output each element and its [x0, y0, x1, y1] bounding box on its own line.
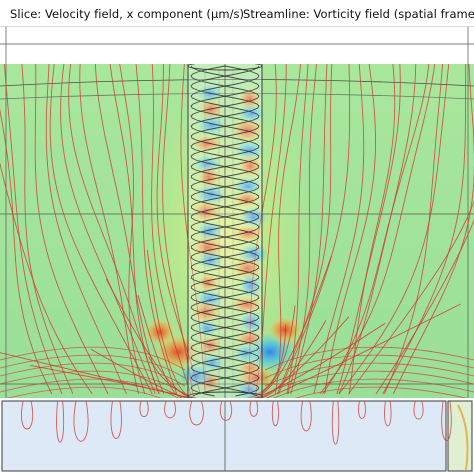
- side-accent: [457, 404, 469, 471]
- streamline: [109, 64, 160, 395]
- warm-spot: [232, 224, 264, 243]
- streamline: [162, 64, 194, 395]
- lower-streamline: [139, 400, 149, 418]
- streamline: [319, 64, 436, 395]
- sweep-streamline: [295, 386, 467, 398]
- lower-streamline: [73, 400, 89, 442]
- upper-domain: [0, 27, 474, 64]
- sweep-streamline: [0, 354, 186, 379]
- lower-streamline: [271, 400, 279, 426]
- sweep-streamline: [6, 386, 162, 398]
- streamline: [0, 108, 53, 395]
- lower-streamline: [56, 400, 65, 443]
- streamline: [151, 64, 192, 395]
- sweep-streamline: [264, 370, 474, 395]
- streamline: [324, 64, 376, 395]
- lower-streamline: [21, 400, 34, 430]
- streamline: [383, 64, 444, 395]
- warm-spot: [191, 200, 222, 223]
- sweep-streamline: [264, 354, 474, 379]
- streamline-title: Streamline: Vorticity field (spatial fra…: [243, 7, 474, 21]
- streamline: [336, 64, 401, 395]
- sweep-streamline: [264, 362, 474, 387]
- cool-spot: [234, 177, 262, 196]
- streamline: [290, 64, 328, 395]
- lower-streamline: [384, 400, 392, 427]
- streamline: [322, 64, 430, 395]
- column-top-cap: [187, 64, 263, 71]
- streamline: [135, 64, 178, 395]
- converging-streamline: [146, 249, 193, 398]
- lower-streamline: [331, 400, 340, 445]
- plot-title-bar: Slice: Velocity field, x component (μm/s…: [0, 0, 474, 27]
- sweep-streamline: [0, 346, 186, 371]
- streamline: [45, 64, 127, 395]
- lower-streamline: [219, 400, 233, 421]
- helix-strand: [190, 65, 260, 397]
- converging-streamline: [253, 255, 332, 398]
- field-overlay: [0, 64, 474, 398]
- lower-streamline: [300, 400, 312, 432]
- helix-strand: [190, 65, 260, 397]
- cool-spot: [197, 114, 226, 136]
- vorticity-streamlines: [0, 64, 474, 398]
- streamline: [313, 64, 365, 395]
- streamline: [3, 64, 63, 395]
- streamline: [21, 64, 74, 395]
- frame-arc-top: [0, 79, 474, 87]
- sweep-streamline: [264, 346, 474, 371]
- streamline: [274, 64, 301, 395]
- warm-spot: [197, 272, 220, 293]
- streamline: [382, 64, 467, 395]
- converging-streamline: [105, 278, 193, 398]
- lower-block: [1, 400, 447, 472]
- streamline: [119, 64, 146, 395]
- streamline: [375, 219, 474, 395]
- converging-streamline: [259, 316, 350, 398]
- slice-title: Slice: Velocity field, x component (μm/s…: [10, 7, 245, 21]
- streamline: [348, 64, 396, 395]
- converging-streamline: [148, 356, 197, 398]
- lower-streamline: [110, 400, 122, 439]
- streamline: [180, 64, 206, 395]
- streamline: [34, 64, 109, 395]
- converging-streamline: [247, 324, 287, 398]
- column-bottom-cap: [187, 391, 263, 398]
- converging-streamline: [254, 322, 386, 398]
- lower-streamline: [164, 400, 176, 419]
- warm-lobe: [144, 318, 176, 346]
- streamline: [248, 64, 277, 395]
- streamline: [60, 64, 156, 395]
- lower-streamline: [189, 400, 204, 426]
- warm-spot: [197, 334, 223, 356]
- streamline: [276, 64, 333, 395]
- streamline: [0, 162, 93, 395]
- lower-streamline: [441, 400, 452, 441]
- sweep-streamline: [0, 362, 186, 387]
- streamline: [392, 64, 474, 395]
- lower-streamlines: [21, 400, 452, 471]
- lower-streamline: [358, 400, 366, 419]
- streamline: [338, 64, 450, 395]
- converging-streamline: [261, 320, 327, 398]
- streamline: [49, 64, 153, 395]
- streamline: [79, 64, 140, 395]
- sweep-streamline: [0, 370, 186, 395]
- lower-streamline: [249, 400, 259, 417]
- sweep-streamline: [0, 378, 179, 398]
- helix-strand: [190, 65, 260, 397]
- warm-lobe: [267, 316, 303, 344]
- helical-structure: [187, 64, 263, 398]
- converging-streamline: [266, 303, 461, 398]
- sweep-streamline: [273, 378, 474, 398]
- converging-streamline: [0, 352, 190, 398]
- converging-streamline: [137, 295, 183, 398]
- lower-streamline: [413, 400, 424, 420]
- streamline: [94, 64, 165, 395]
- streamline: [68, 64, 160, 395]
- streamline: [286, 64, 309, 395]
- streamline: [278, 64, 351, 395]
